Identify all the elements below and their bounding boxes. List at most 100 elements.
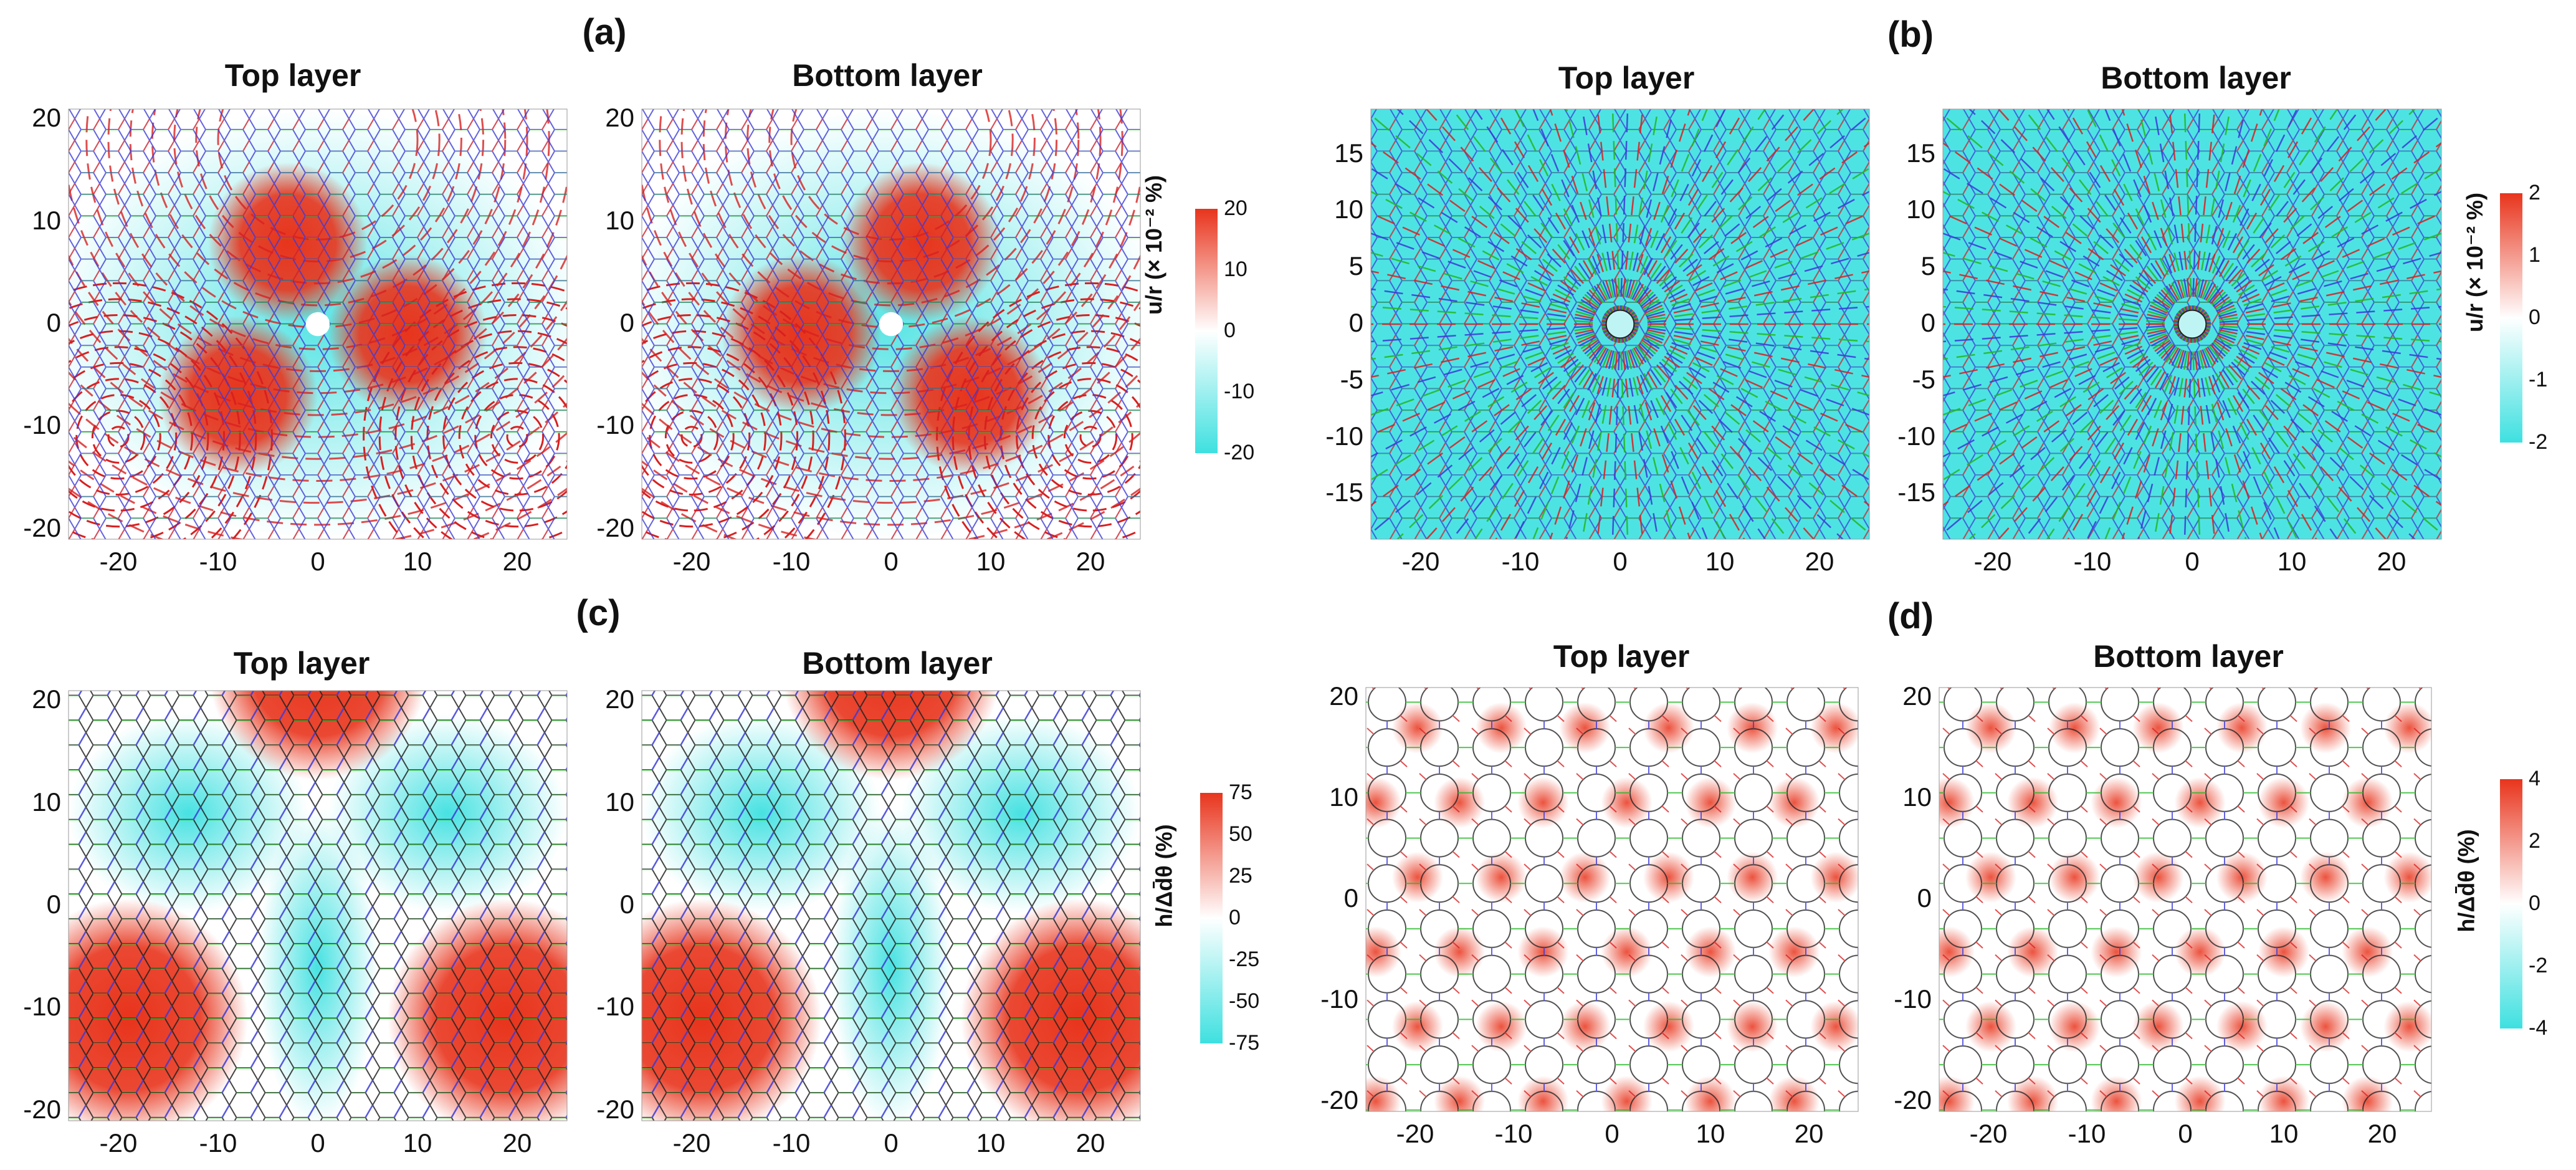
- y-tick-label: 0: [1917, 883, 1932, 913]
- y-tick-label: 10: [605, 787, 634, 817]
- x-tick-label: 0: [884, 547, 899, 576]
- y-tick-label: 20: [1902, 681, 1932, 711]
- colorbar-tick-label: 0: [2529, 305, 2540, 329]
- title-d-top: Top layer: [1553, 639, 1690, 674]
- x-tick-label: -20: [1396, 1119, 1434, 1148]
- colorbar-tick-label: -4: [2529, 1016, 2548, 1040]
- plot-d-bottom: [1939, 687, 2432, 1112]
- x-tick-label: 10: [1705, 547, 1735, 576]
- y-tick-label: 20: [32, 684, 61, 714]
- y-tick-label: 10: [1902, 782, 1932, 812]
- x-tick-label: 0: [310, 547, 325, 576]
- y-tick-label: -5: [1912, 364, 1935, 394]
- title-c-bottom: Bottom layer: [802, 646, 993, 681]
- y-tick-label: -10: [596, 992, 634, 1022]
- plot-c-top: [68, 690, 568, 1121]
- title-b-top: Top layer: [1558, 60, 1695, 95]
- x-tick-label: 0: [2178, 1119, 2193, 1148]
- panel-label-b: (b): [1887, 14, 1934, 55]
- x-tick-label: -10: [199, 1128, 237, 1158]
- panel-label-c: (c): [576, 593, 621, 633]
- colorbar-tick-label: 20: [1224, 196, 1247, 220]
- y-tick-label: -20: [23, 512, 61, 542]
- y-tick-label: -10: [1894, 984, 1932, 1014]
- plot-a-top: [68, 108, 568, 540]
- y-tick-label: -20: [596, 512, 634, 542]
- x-tick-label: -20: [1973, 547, 2012, 576]
- x-tick-label: 10: [403, 547, 432, 576]
- x-tick-label: -20: [672, 547, 711, 576]
- y-tick-label: 20: [1329, 681, 1358, 711]
- y-tick-label: 10: [32, 205, 61, 235]
- colorbar-tick-label: -75: [1229, 1031, 1260, 1055]
- colorbar-tick-label: -10: [1224, 380, 1255, 403]
- colorbar-tick-label: 2: [2529, 829, 2540, 853]
- y-tick-label: 20: [605, 684, 634, 714]
- title-c-top: Top layer: [233, 646, 370, 681]
- x-tick-label: 10: [2269, 1119, 2299, 1148]
- y-tick-label: -10: [1325, 421, 1363, 451]
- x-tick-label: 0: [1605, 1119, 1620, 1148]
- y-tick-label: 5: [1920, 251, 1935, 281]
- title-a-top: Top layer: [224, 58, 361, 93]
- y-tick-label: -10: [1320, 984, 1358, 1014]
- plot-a-bottom: [641, 108, 1141, 540]
- colorbar-label-a: u/r (× 10⁻² %): [1141, 175, 1167, 315]
- x-tick-label: 20: [502, 547, 532, 576]
- x-tick-label: 10: [1696, 1119, 1725, 1148]
- y-tick-label: 10: [605, 205, 634, 235]
- y-tick-label: -15: [1325, 477, 1363, 507]
- x-tick-label: 0: [884, 1128, 899, 1158]
- panel-label-a: (a): [582, 12, 627, 52]
- colorbar-tick-label: 75: [1229, 780, 1252, 804]
- colorbar-tick-label: -50: [1229, 989, 1260, 1013]
- y-tick-label: 0: [1343, 883, 1358, 913]
- x-tick-label: -20: [99, 1128, 138, 1158]
- x-tick-label: 10: [403, 1128, 432, 1158]
- y-tick-label: 10: [1334, 194, 1363, 224]
- y-tick-label: -20: [23, 1094, 61, 1124]
- colorbar-label-d: h/Δd̄θ (%): [2453, 829, 2479, 933]
- colorbar-tick-label: 1: [2529, 243, 2540, 267]
- y-tick-label: 15: [1334, 138, 1363, 168]
- y-tick-label: -10: [596, 410, 634, 440]
- y-tick-label: 10: [1329, 782, 1358, 812]
- y-tick-label: -10: [23, 410, 61, 440]
- colorbar-tick-label: 0: [1224, 319, 1236, 342]
- y-tick-label: 10: [1906, 194, 1935, 224]
- plot-c-bottom: [641, 690, 1141, 1121]
- title-d-bottom: Bottom layer: [2093, 639, 2284, 674]
- y-tick-label: 0: [1920, 308, 1935, 337]
- x-tick-label: 20: [2367, 1119, 2397, 1148]
- y-tick-label: -15: [1897, 477, 1935, 507]
- x-tick-label: -10: [1494, 1119, 1533, 1148]
- x-tick-label: 0: [1613, 547, 1628, 576]
- x-tick-label: 20: [1076, 1128, 1105, 1158]
- colorbar-label-c: h/Δd̄θ (%): [1151, 824, 1177, 928]
- x-tick-label: 20: [1076, 547, 1105, 576]
- y-tick-label: -5: [1340, 364, 1363, 394]
- y-tick-label: 0: [619, 308, 634, 337]
- colorbar-tick-label: -2: [2529, 954, 2548, 977]
- colorbar-tick-label: 0: [2529, 891, 2540, 915]
- colorbar-tick-label: -20: [1224, 441, 1255, 464]
- x-tick-label: -20: [99, 547, 138, 576]
- y-tick-label: -10: [1897, 421, 1935, 451]
- colorbar: [1195, 209, 1218, 453]
- panel-label-d: (d): [1887, 596, 1934, 636]
- y-tick-label: -10: [23, 992, 61, 1022]
- y-tick-label: 15: [1906, 138, 1935, 168]
- x-tick-label: 10: [976, 1128, 1006, 1158]
- x-tick-label: 0: [2185, 547, 2200, 576]
- title-b-bottom: Bottom layer: [2101, 60, 2291, 95]
- x-tick-label: -20: [1401, 547, 1440, 576]
- title-a-bottom: Bottom layer: [792, 58, 983, 93]
- y-tick-label: 20: [32, 103, 61, 133]
- x-tick-label: -10: [2073, 547, 2112, 576]
- colorbar-tick-label: 4: [2529, 767, 2540, 790]
- x-tick-label: 10: [976, 547, 1006, 576]
- colorbar-tick-label: -1: [2529, 368, 2548, 391]
- y-tick-label: 0: [619, 889, 634, 919]
- plot-d-top: [1365, 687, 1859, 1112]
- colorbar-tick-label: -2: [2529, 430, 2548, 454]
